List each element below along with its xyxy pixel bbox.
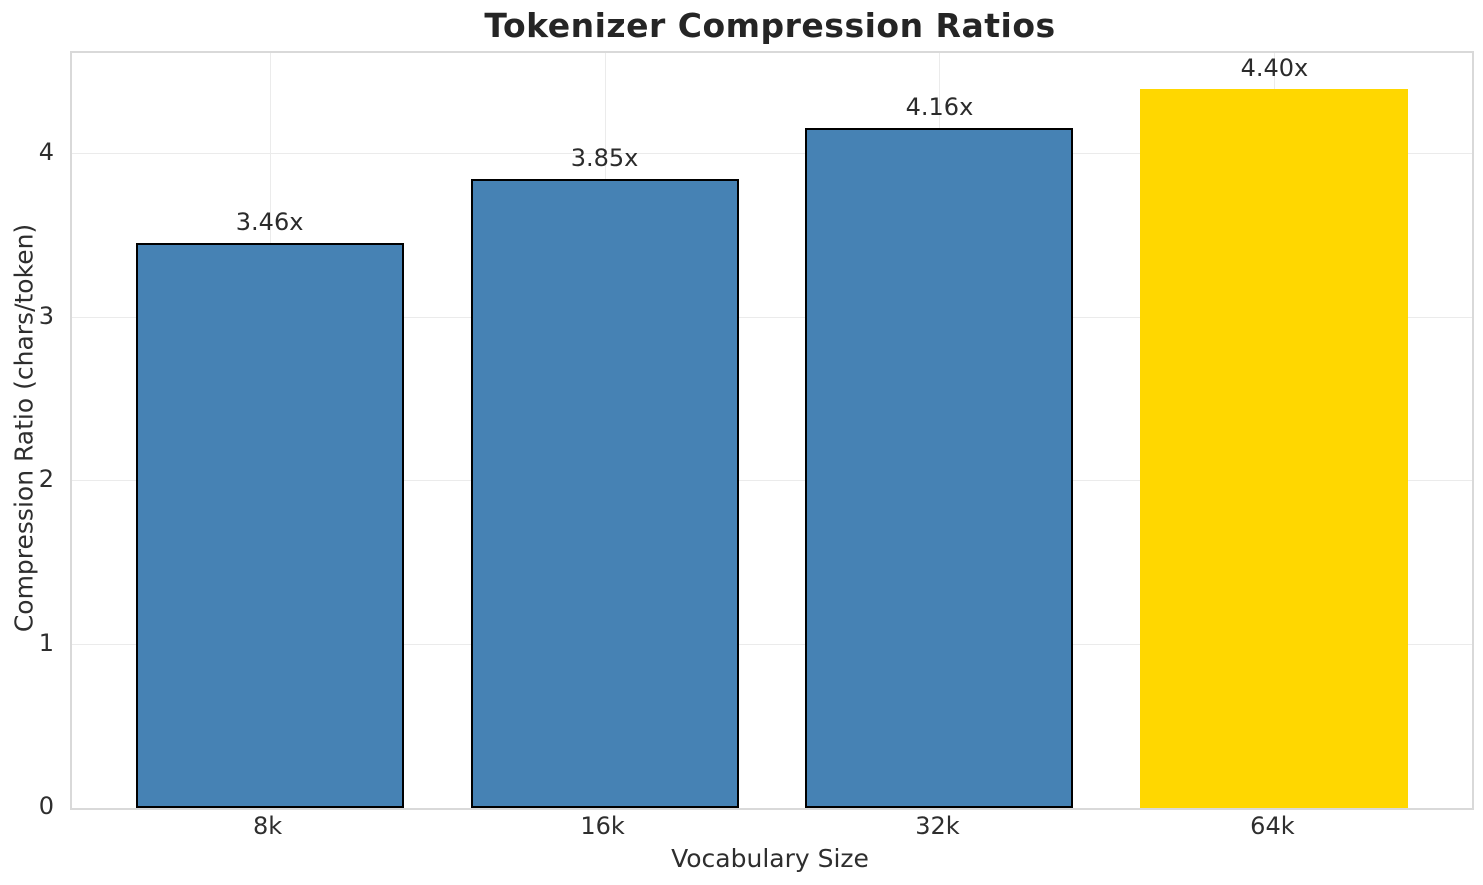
y-tick-label: 3 — [38, 301, 54, 330]
grid-line-horizontal — [72, 316, 1472, 318]
y-tick-label: 0 — [38, 792, 54, 820]
grid-line-horizontal — [72, 643, 1472, 645]
bar-16k — [470, 178, 739, 808]
y-tick-label: 2 — [38, 465, 54, 494]
grid-line-horizontal — [72, 153, 1472, 155]
chart-title: Tokenizer Compression Ratios — [484, 6, 1056, 45]
bar-value-label: 4.40x — [1240, 53, 1309, 82]
x-axis-ticks: 8k 16k 32k 64k — [70, 814, 1470, 844]
x-tick-label-64k: 64k — [1250, 812, 1295, 840]
bar-value-label: 3.85x — [570, 143, 639, 172]
y-tick-label: 1 — [38, 628, 54, 657]
x-tick-label-8k: 8k — [253, 812, 283, 840]
bar-value-label: 3.46x — [235, 207, 304, 236]
y-axis-label: Compression Ratio (chars/token) — [9, 223, 39, 633]
x-tick-label-32k: 32k — [915, 812, 960, 840]
bar-8k — [135, 242, 404, 808]
bar-value-label: 4.16x — [905, 93, 974, 122]
bar-32k — [805, 128, 1074, 808]
grid-line-horizontal — [72, 480, 1472, 482]
bar-64k — [1140, 88, 1409, 808]
x-axis-label: Vocabulary Size — [671, 844, 869, 873]
y-axis-ticks: 0 1 2 3 4 — [0, 51, 54, 818]
y-tick-label: 4 — [38, 138, 54, 167]
x-tick-label-16k: 16k — [580, 812, 625, 840]
plot-area: 3.46x 3.85x 4.16x 4.40x — [70, 51, 1474, 810]
